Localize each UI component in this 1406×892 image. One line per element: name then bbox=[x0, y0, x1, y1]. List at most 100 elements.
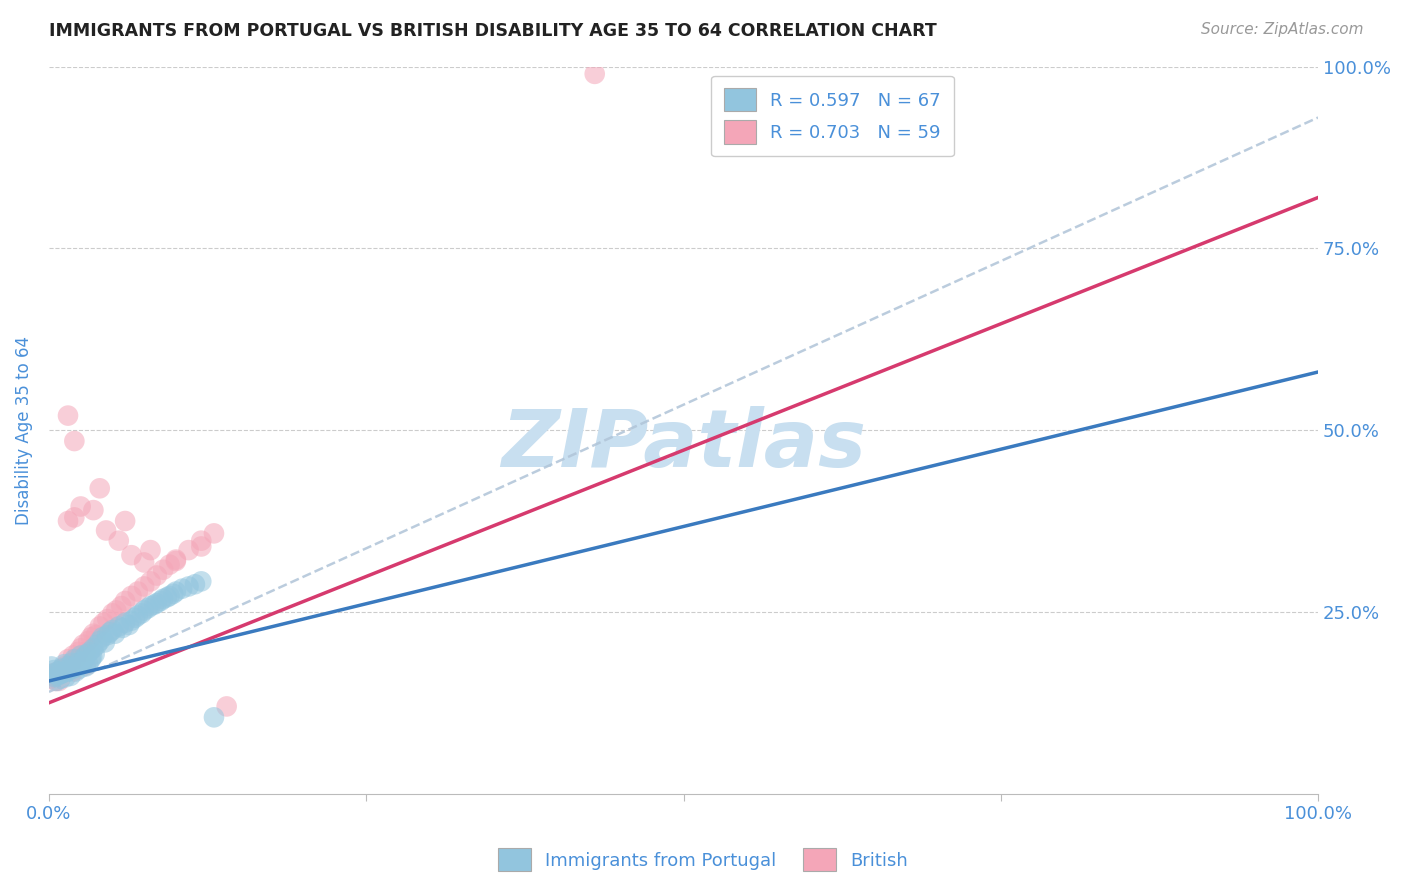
Point bbox=[65, 652, 87, 666]
Point bbox=[131, 607, 153, 621]
Point bbox=[46, 665, 69, 679]
Point bbox=[202, 526, 225, 541]
Point bbox=[94, 635, 117, 649]
Point bbox=[98, 625, 121, 640]
Point bbox=[146, 596, 169, 610]
Legend: R = 0.597   N = 67, R = 0.703   N = 59: R = 0.597 N = 67, R = 0.703 N = 59 bbox=[711, 76, 953, 156]
Point bbox=[48, 669, 70, 683]
Point bbox=[134, 556, 156, 570]
Point bbox=[66, 659, 89, 673]
Point bbox=[46, 665, 69, 679]
Legend: Immigrants from Portugal, British: Immigrants from Portugal, British bbox=[491, 841, 915, 879]
Point bbox=[162, 587, 184, 601]
Point bbox=[42, 672, 65, 686]
Point bbox=[146, 568, 169, 582]
Point bbox=[53, 657, 76, 672]
Point bbox=[56, 652, 79, 666]
Point bbox=[82, 650, 104, 665]
Point bbox=[65, 665, 87, 679]
Point bbox=[101, 607, 124, 621]
Point bbox=[72, 638, 94, 652]
Point bbox=[89, 481, 111, 495]
Point bbox=[96, 612, 118, 626]
Point bbox=[172, 582, 194, 596]
Point bbox=[215, 699, 238, 714]
Point bbox=[165, 552, 187, 566]
Point bbox=[139, 574, 162, 589]
Point bbox=[62, 663, 84, 677]
Point bbox=[70, 657, 93, 672]
Point bbox=[51, 662, 73, 676]
Point bbox=[67, 656, 90, 670]
Point bbox=[114, 615, 136, 630]
Point bbox=[80, 631, 103, 645]
Point bbox=[114, 594, 136, 608]
Point bbox=[104, 626, 127, 640]
Point bbox=[105, 603, 128, 617]
Point bbox=[121, 548, 143, 562]
Point bbox=[75, 645, 97, 659]
Point bbox=[121, 589, 143, 603]
Point bbox=[69, 500, 91, 514]
Point bbox=[136, 601, 159, 615]
Point bbox=[55, 665, 77, 679]
Point bbox=[118, 618, 141, 632]
Point bbox=[49, 669, 72, 683]
Point bbox=[190, 533, 212, 548]
Point bbox=[156, 591, 179, 605]
Point bbox=[48, 673, 70, 688]
Point bbox=[152, 563, 174, 577]
Point bbox=[41, 659, 63, 673]
Point bbox=[52, 666, 75, 681]
Point bbox=[56, 514, 79, 528]
Point bbox=[202, 710, 225, 724]
Point bbox=[49, 672, 72, 686]
Point bbox=[45, 670, 67, 684]
Point bbox=[44, 673, 66, 688]
Point bbox=[101, 623, 124, 637]
Point bbox=[55, 663, 77, 677]
Point bbox=[80, 652, 103, 666]
Point bbox=[107, 619, 129, 633]
Point bbox=[79, 645, 101, 659]
Point bbox=[63, 434, 86, 448]
Point bbox=[107, 533, 129, 548]
Point bbox=[159, 558, 181, 572]
Point bbox=[52, 666, 75, 681]
Point bbox=[134, 579, 156, 593]
Point bbox=[51, 663, 73, 677]
Point bbox=[91, 631, 114, 645]
Point bbox=[67, 662, 90, 676]
Point bbox=[139, 543, 162, 558]
Point bbox=[62, 648, 84, 663]
Point bbox=[190, 540, 212, 554]
Point bbox=[63, 510, 86, 524]
Point bbox=[56, 659, 79, 673]
Point bbox=[41, 666, 63, 681]
Point bbox=[82, 641, 104, 656]
Point bbox=[111, 621, 134, 635]
Point bbox=[583, 67, 606, 81]
Point bbox=[45, 673, 67, 688]
Point bbox=[121, 614, 143, 628]
Point bbox=[190, 574, 212, 589]
Point bbox=[177, 543, 200, 558]
Y-axis label: Disability Age 35 to 64: Disability Age 35 to 64 bbox=[15, 335, 32, 524]
Point bbox=[69, 648, 91, 663]
Point bbox=[184, 577, 207, 591]
Point bbox=[75, 659, 97, 673]
Point bbox=[42, 669, 65, 683]
Point bbox=[124, 611, 146, 625]
Point bbox=[134, 603, 156, 617]
Point bbox=[114, 514, 136, 528]
Point bbox=[77, 657, 100, 672]
Text: Source: ZipAtlas.com: Source: ZipAtlas.com bbox=[1201, 22, 1364, 37]
Point bbox=[89, 634, 111, 648]
Point bbox=[82, 503, 104, 517]
Point bbox=[159, 589, 181, 603]
Point bbox=[72, 654, 94, 668]
Point bbox=[86, 638, 108, 652]
Point bbox=[44, 670, 66, 684]
Point bbox=[143, 598, 166, 612]
Point bbox=[94, 524, 117, 538]
